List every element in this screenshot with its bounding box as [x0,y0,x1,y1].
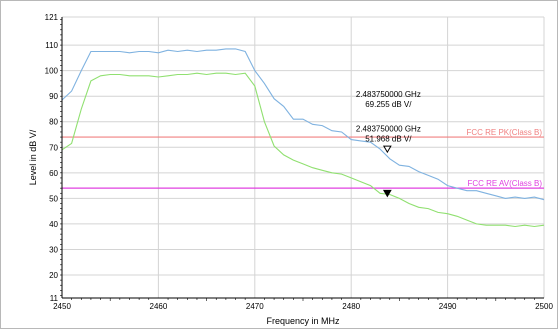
limit-line-label: FCC RE PK(Class B) [466,128,542,137]
x-tick-label: 2470 [246,302,264,311]
marker-open-triangle [382,145,392,154]
y-tick-label: 110 [45,41,58,50]
limit-line-label: FCC RE AV(Class B) [467,179,542,188]
y-tick-label: 121 [45,13,59,22]
x-tick-label: 2460 [150,302,168,311]
marker-level-label: 51.968 dB V/ [365,134,412,143]
x-tick-label: 2450 [53,302,71,311]
axes: 2450 2460 2470 2480 2490 2500 11 20 30 40 50 60 70 80… [45,13,554,311]
plot-background [62,17,544,298]
y-tick-label: 30 [49,245,58,254]
marker-frequency-label: 2.483750000 GHz [356,90,421,99]
x-tick-label: 2500 [535,302,553,311]
y-tick-label: 20 [49,271,58,280]
y-axis-title: Level in dB V/ [28,129,38,185]
marker-frequency-label: 2.483750000 GHz [356,124,421,133]
series-line [61,72,545,228]
limit-lines: FCC RE PK(Class B) FCC RE AV(Class B) [62,128,544,189]
y-tick-label: 90 [49,92,58,101]
marker-filled-triangle [382,189,392,198]
y-tick-label: 40 [49,220,58,229]
series-lines [61,48,545,228]
x-tick-label: 2480 [342,302,360,311]
y-tick-label: 100 [45,67,59,76]
y-tick-label: 11 [50,294,59,303]
x-tick-label: 2490 [439,302,457,311]
grid [61,16,545,299]
y-tick-label: 60 [49,169,58,178]
y-tick-label: 80 [49,118,58,127]
series-line [61,48,545,201]
y-tick-label: 70 [49,143,58,152]
marker-level-label: 69.255 dB V/ [365,100,412,109]
x-axis-title: Frequency in MHz [266,316,340,326]
y-tick-label: 50 [49,194,58,203]
